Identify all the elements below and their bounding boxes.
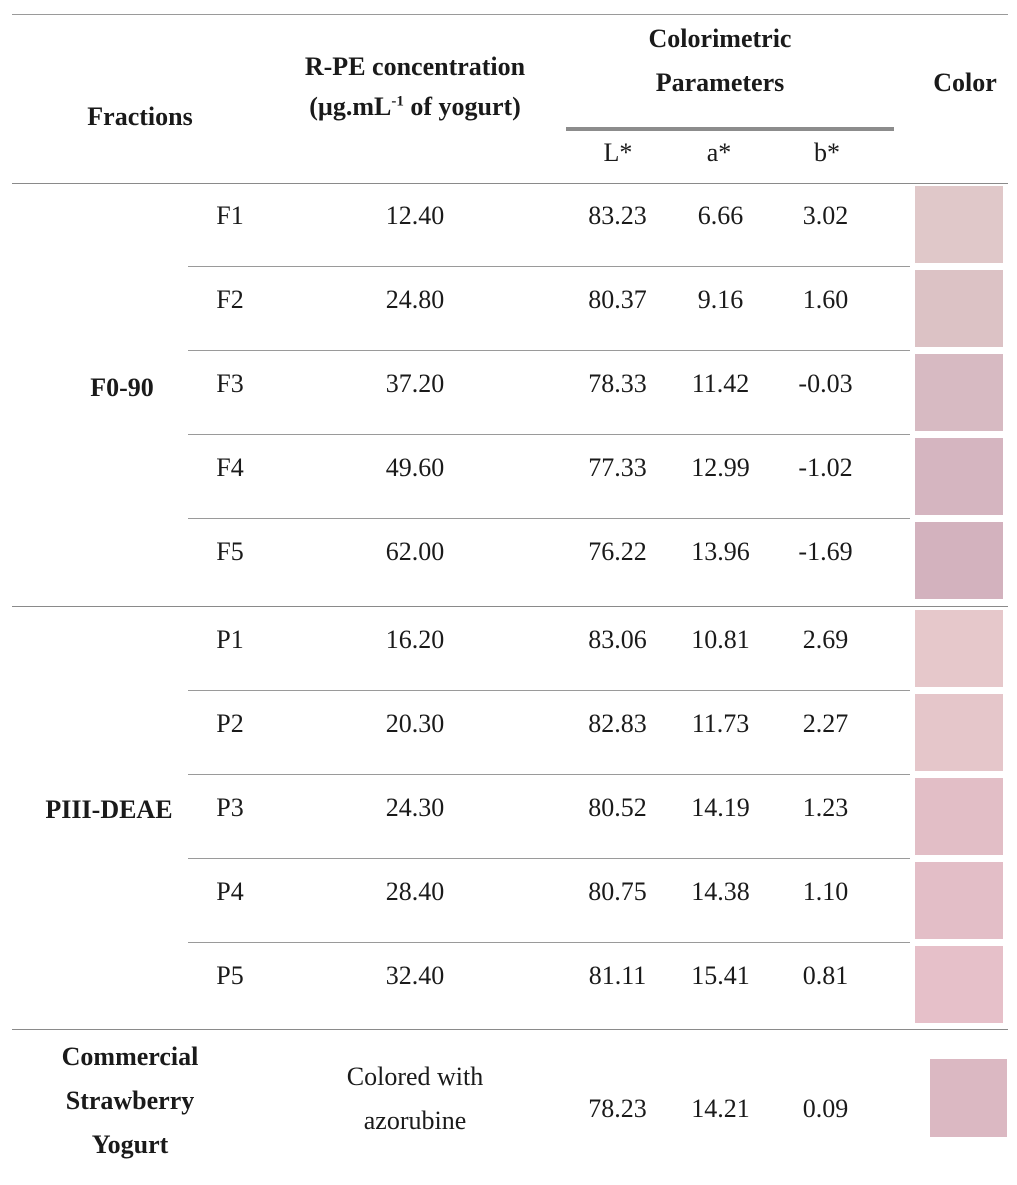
a-value-cell: 14.38	[691, 877, 750, 906]
header-a: a*	[706, 138, 732, 167]
l-value-cell: 81.11	[588, 961, 647, 990]
concentration-cell: 12.40	[385, 201, 445, 230]
concentration-cell: 32.40	[385, 961, 445, 990]
a-value-cell: 15.41	[691, 961, 750, 990]
fraction-cell: P1	[216, 625, 244, 654]
commercial-a: 14.21	[691, 1094, 750, 1123]
a-value-cell: 11.42	[691, 369, 750, 398]
group-label-piii-deae: PIII-DEAE	[45, 795, 173, 824]
b-value-cell: 1.23	[802, 793, 849, 822]
header-color: Color	[933, 68, 997, 97]
concentration-cell: 16.20	[385, 625, 445, 654]
a-value-cell: 9.16	[697, 285, 744, 314]
color-swatch	[915, 694, 1003, 771]
fraction-cell: F2	[216, 285, 244, 314]
commercial-label-line2: Strawberry	[65, 1086, 195, 1115]
header-concentration-line2: (µg.mL-1 of yogurt)	[309, 92, 521, 121]
header-colorimetric-line2: Parameters	[655, 68, 785, 97]
fraction-cell: P4	[216, 877, 244, 906]
fraction-cell: F5	[216, 537, 244, 566]
row-separator	[188, 858, 910, 859]
l-value-cell: 80.52	[588, 793, 647, 822]
row-separator	[188, 690, 910, 691]
row-separator	[188, 434, 910, 435]
color-swatch	[915, 778, 1003, 855]
l-value-cell: 82.83	[588, 709, 647, 738]
concentration-cell: 24.80	[385, 285, 445, 314]
a-value-cell: 11.73	[691, 709, 750, 738]
a-value-cell: 14.19	[691, 793, 750, 822]
b-value-cell: 1.60	[802, 285, 849, 314]
commercial-label-line3: Yogurt	[91, 1130, 169, 1159]
b-value-cell: -1.69	[798, 537, 853, 566]
commercial-b: 0.09	[802, 1094, 849, 1123]
b-value-cell: 3.02	[802, 201, 849, 230]
fraction-cell: F3	[216, 369, 244, 398]
header-b: b*	[814, 138, 840, 167]
color-swatch	[915, 186, 1003, 263]
row-separator	[188, 350, 910, 351]
b-value-cell: 1.10	[802, 877, 849, 906]
l-value-cell: 77.33	[588, 453, 647, 482]
color-swatch	[915, 522, 1003, 599]
color-swatch	[915, 946, 1003, 1023]
concentration-cell: 49.60	[385, 453, 445, 482]
a-value-cell: 10.81	[691, 625, 750, 654]
b-value-cell: -0.03	[798, 369, 853, 398]
a-value-cell: 6.66	[697, 201, 744, 230]
table-top-rule	[12, 14, 1008, 15]
row-separator	[188, 518, 910, 519]
concentration-cell: 62.00	[385, 537, 445, 566]
header-colorimetric-line1: Colorimetric	[648, 24, 792, 53]
concentration-cell: 24.30	[385, 793, 445, 822]
commercial-label: Commercial Strawberry Yogurt	[40, 1035, 220, 1167]
header-fractions: Fractions	[87, 102, 193, 131]
color-swatch	[915, 438, 1003, 515]
group-divider	[12, 606, 1008, 607]
row-separator	[188, 774, 910, 775]
fraction-cell: P2	[216, 709, 244, 738]
commercial-concentration: Colored with azorubine	[300, 1055, 530, 1143]
concentration-cell: 28.40	[385, 877, 445, 906]
color-swatch	[915, 354, 1003, 431]
group-label-f0-90: F0-90	[90, 373, 154, 402]
color-swatch	[915, 610, 1003, 687]
b-value-cell: 2.69	[802, 625, 849, 654]
header-concentration-line1: R-PE concentration	[304, 52, 526, 81]
b-value-cell: 2.27	[802, 709, 849, 738]
fraction-cell: P3	[216, 793, 244, 822]
color-swatch	[930, 1059, 1007, 1137]
fraction-cell: P5	[216, 961, 244, 990]
header-bottom-rule	[12, 183, 1008, 184]
l-value-cell: 80.75	[588, 877, 647, 906]
l-value-cell: 80.37	[588, 285, 647, 314]
l-value-cell: 83.23	[588, 201, 647, 230]
b-value-cell: -1.02	[798, 453, 853, 482]
commercial-concentration-line1: Colored with	[346, 1062, 484, 1091]
header-L: L*	[603, 138, 633, 167]
l-value-cell: 83.06	[588, 625, 647, 654]
colorimetric-underline	[566, 127, 894, 131]
color-swatch	[915, 270, 1003, 347]
a-value-cell: 12.99	[691, 453, 750, 482]
fraction-cell: F4	[216, 453, 244, 482]
group-divider-2	[12, 1029, 1008, 1030]
commercial-concentration-line2: azorubine	[363, 1106, 467, 1135]
l-value-cell: 78.33	[588, 369, 647, 398]
commercial-L: 78.23	[588, 1094, 647, 1123]
concentration-cell: 20.30	[385, 709, 445, 738]
b-value-cell: 0.81	[802, 961, 849, 990]
row-separator	[188, 266, 910, 267]
a-value-cell: 13.96	[691, 537, 750, 566]
l-value-cell: 76.22	[588, 537, 647, 566]
concentration-cell: 37.20	[385, 369, 445, 398]
row-separator	[188, 942, 910, 943]
fraction-cell: F1	[216, 201, 244, 230]
commercial-label-line1: Commercial	[61, 1042, 199, 1071]
color-swatch	[915, 862, 1003, 939]
